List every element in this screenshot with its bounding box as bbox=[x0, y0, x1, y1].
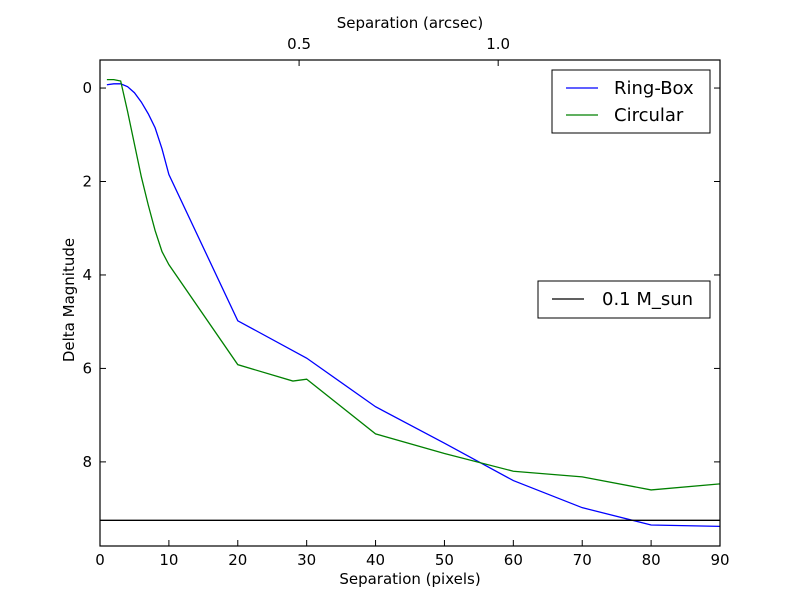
x-tick-label: 90 bbox=[710, 551, 729, 569]
x-tick-label: 0 bbox=[95, 551, 105, 569]
x-tick-label: 30 bbox=[297, 551, 316, 569]
legend-label-circular: Circular bbox=[614, 105, 684, 126]
legend-label-0-1-m-sun: 0.1 M_sun bbox=[602, 289, 693, 310]
x-tick-label: 10 bbox=[159, 551, 178, 569]
y-tick-label: 6 bbox=[82, 359, 92, 377]
top-x-axis-label: Separation (arcsec) bbox=[337, 14, 484, 32]
y-tick-label: 0 bbox=[82, 79, 92, 97]
y-tick-label: 4 bbox=[82, 266, 92, 284]
series-line-ring-box bbox=[106, 83, 720, 528]
y-tick-label: 8 bbox=[82, 453, 92, 471]
x-axis-label: Separation (pixels) bbox=[339, 570, 480, 588]
legend-secondary: 0.1 M_sun bbox=[537, 280, 711, 319]
x-tick-label: 60 bbox=[504, 551, 523, 569]
top-tick-label: 0.5 bbox=[287, 35, 311, 53]
y-tick-label: 2 bbox=[82, 173, 92, 191]
x-tick-label: 40 bbox=[366, 551, 385, 569]
y-axis-label: Delta Magnitude bbox=[60, 238, 78, 362]
x-tick-label: 50 bbox=[435, 551, 454, 569]
legend-label-ring-box: Ring-Box bbox=[614, 78, 694, 99]
plot-frame bbox=[99, 59, 721, 547]
x-tick-label: 70 bbox=[573, 551, 592, 569]
legend-main: Ring-Box Circular bbox=[551, 69, 711, 134]
x-tick-label: 20 bbox=[228, 551, 247, 569]
legend-main-box bbox=[551, 69, 711, 134]
series-line-circular bbox=[106, 78, 720, 491]
series-layer bbox=[100, 78, 720, 528]
top-tick-label: 1.0 bbox=[486, 35, 510, 53]
ticks-layer: 0 10 20 30 40 50 60 70 80 90 0 2 4 6 8 0.5 1.0 bbox=[82, 35, 729, 569]
x-tick-label: 80 bbox=[642, 551, 661, 569]
